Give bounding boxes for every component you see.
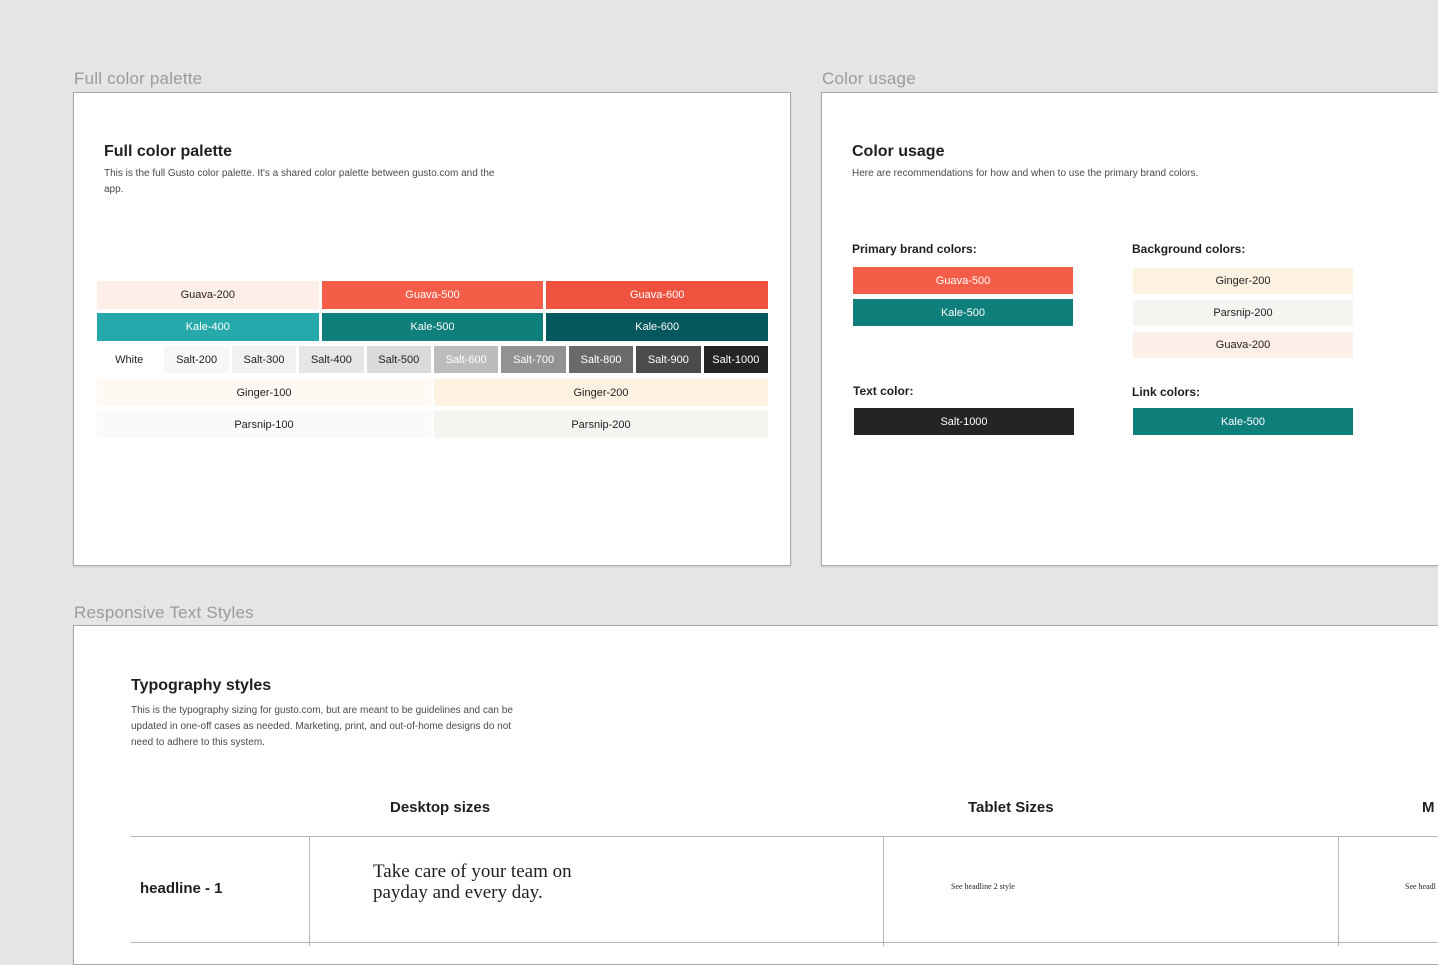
palette-swatch-ginger-100: Ginger-100 <box>97 379 431 406</box>
palette-frame-label[interactable]: Full color palette <box>74 69 203 88</box>
palette-swatch-salt-200: Salt-200 <box>164 346 229 373</box>
palette-swatch-salt-800: Salt-800 <box>568 346 634 373</box>
palette-swatch-kale-400: Kale-400 <box>97 313 319 341</box>
style-name-headline-1: headline - 1 <box>140 880 223 897</box>
palette-swatch-guava-200: Guava-200 <box>97 281 319 309</box>
usage-title: Color usage <box>852 143 945 160</box>
palette-swatch-salt-700: Salt-700 <box>501 346 566 373</box>
desktop-headline-sample: Take care of your team on payday and eve… <box>373 861 572 903</box>
palette-swatch-parsnip-100: Parsnip-100 <box>97 411 431 438</box>
palette-swatch-guava-500: Guava-500 <box>321 281 544 309</box>
background-swatch-ginger-200: Ginger-200 <box>1133 268 1353 294</box>
palette-swatch-salt-500: Salt-500 <box>366 346 431 373</box>
background-swatch-guava-200: Guava-200 <box>1133 332 1353 358</box>
palette-swatch-ginger-200: Ginger-200 <box>434 379 768 406</box>
palette-swatch-salt-1000: Salt-1000 <box>703 346 768 373</box>
palette-swatch-kale-500: Kale-500 <box>321 313 544 341</box>
background-colors-label: Background colors: <box>1132 242 1246 256</box>
mobile-headline-sample: See headl <box>1405 882 1436 891</box>
primary-colors-label: Primary brand colors: <box>852 242 977 256</box>
typography-frame-label[interactable]: Responsive Text Styles <box>74 603 254 622</box>
table-top-divider <box>131 836 1438 837</box>
palette-swatch-kale-600: Kale-600 <box>546 313 768 341</box>
palette-swatch-guava-600: Guava-600 <box>546 281 768 309</box>
link-colors-label: Link colors: <box>1132 385 1201 399</box>
background-swatch-parsnip-200: Parsnip-200 <box>1133 300 1353 326</box>
text-swatch-salt-1000: Salt-1000 <box>854 408 1074 435</box>
palette-title: Full color palette <box>104 143 233 160</box>
column-divider-tablet <box>1338 836 1339 946</box>
palette-swatch-parsnip-200: Parsnip-200 <box>434 411 768 438</box>
palette-swatch-white: White <box>97 346 162 373</box>
column-divider-desktop <box>883 836 884 946</box>
column-divider-style <box>309 836 310 946</box>
text-color-label: Text color: <box>853 384 914 398</box>
mobile-sizes-header: M <box>1422 799 1435 816</box>
palette-swatch-salt-600: Salt-600 <box>434 346 499 373</box>
usage-description: Here are recommendations for how and whe… <box>852 168 1199 179</box>
palette-swatch-salt-900: Salt-900 <box>636 346 701 373</box>
typography-frame[interactable]: Typography styles This is the typography… <box>73 625 1438 965</box>
palette-swatch-salt-300: Salt-300 <box>231 346 297 373</box>
palette-description: This is the full Gusto color palette. It… <box>104 168 495 195</box>
palette-swatch-salt-400: Salt-400 <box>299 346 364 373</box>
desktop-sizes-header: Desktop sizes <box>390 799 491 816</box>
primary-swatch-kale-500: Kale-500 <box>853 299 1073 326</box>
usage-frame[interactable]: Color usage Here are recommendations for… <box>821 92 1438 566</box>
link-swatch-kale-500: Kale-500 <box>1133 408 1353 435</box>
typography-title: Typography styles <box>131 677 272 694</box>
tablet-headline-sample: See headline 2 style <box>951 882 1015 891</box>
typography-description: This is the typography sizing for gusto.… <box>131 705 513 748</box>
palette-frame[interactable]: Full color palette This is the full Gust… <box>73 92 791 566</box>
primary-swatch-guava-500: Guava-500 <box>853 267 1073 294</box>
usage-frame-label[interactable]: Color usage <box>822 69 916 88</box>
tablet-sizes-header: Tablet Sizes <box>968 799 1054 816</box>
